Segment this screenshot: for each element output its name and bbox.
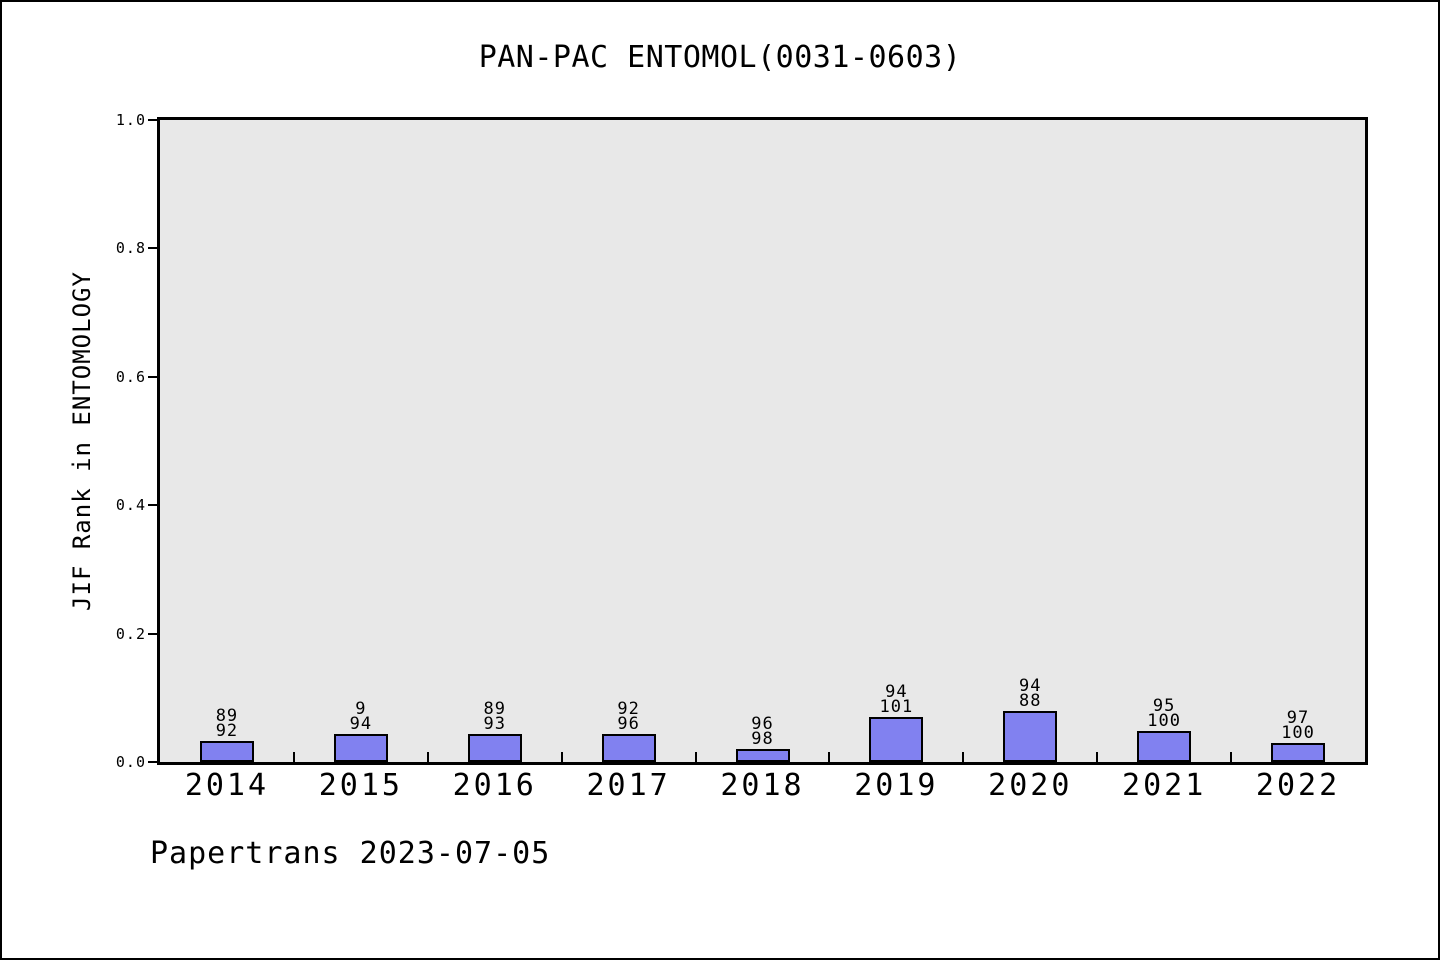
bar-value-total: 94 (349, 714, 373, 734)
x-tick-label-2018: 2018 (720, 768, 805, 803)
x-axis-minor-tick (1230, 752, 1233, 762)
bar-value-rank: 92 (617, 699, 640, 719)
x-axis-minor-tick (1096, 752, 1099, 762)
bar-value-label: 92 96 (579, 699, 679, 734)
y-axis-tick (148, 761, 160, 763)
bar-value-label: 96 98 (713, 714, 813, 749)
bar-2020 (1003, 711, 1058, 762)
y-tick-label-0.4: 0.4 (115, 496, 146, 515)
bar-value-label: 9 94 (311, 699, 411, 734)
y-tick-label-0.6: 0.6 (115, 367, 146, 386)
bar-value-label: 89 92 (177, 706, 277, 741)
y-tick-label-0.8: 0.8 (115, 239, 146, 258)
y-axis-tick (148, 375, 160, 378)
bar-value-rank: 96 (751, 714, 774, 734)
y-axis-tick (148, 504, 160, 507)
x-tick-label-2019: 2019 (854, 768, 939, 803)
x-tick-label-2016: 2016 (452, 768, 537, 803)
bar-2014 (199, 741, 254, 762)
bar-value-total: 88 (1019, 691, 1042, 711)
x-axis-minor-tick (292, 752, 295, 762)
x-axis-minor-tick (694, 752, 697, 762)
bar-value-total: 98 (751, 729, 774, 749)
bar-value-total: 100 (1281, 723, 1315, 743)
x-tick-label-2014: 2014 (184, 768, 270, 803)
bar-value-total: 92 (215, 721, 239, 741)
x-tick-label-2022: 2022 (1255, 768, 1341, 803)
bar-value-total: 93 (483, 714, 506, 734)
x-tick-label-2017: 2017 (586, 768, 671, 803)
watermark-text: Papertrans 2023-07-05 (150, 836, 551, 871)
bar-value-rank: 94 (885, 682, 908, 702)
x-axis-minor-tick (962, 752, 965, 762)
bar-2015 (333, 734, 388, 762)
bar-value-total: 96 (617, 714, 640, 734)
bar-value-rank: 89 (215, 706, 239, 726)
y-tick-label-0.0: 0.0 (115, 753, 146, 771)
bar-2018 (735, 749, 790, 762)
bar-value-rank: 97 (1286, 708, 1310, 728)
bar-2019 (869, 717, 924, 762)
y-tick-label-1.0: 1.0 (115, 111, 146, 129)
y-tick-label-0.2: 0.2 (115, 624, 146, 643)
plot-area: 89 92 9 94 89 93 92 96 96 98 94 101 94 88 95 100 97 100 (157, 117, 1368, 765)
bar-2022 (1271, 743, 1326, 762)
bar-value-total: 100 (1147, 711, 1182, 731)
y-axis-label: JIF Rank in ENTOMOLOGY (68, 271, 96, 611)
x-tick-label-2015: 2015 (318, 768, 403, 803)
bar-value-rank: 95 (1152, 696, 1176, 716)
y-axis-tick (148, 247, 160, 250)
bar-value-label: 89 93 (445, 699, 545, 734)
x-axis-minor-tick (426, 752, 429, 762)
bar-value-total: 101 (879, 697, 914, 717)
x-axis-minor-tick (560, 752, 563, 762)
y-axis-tick (148, 119, 160, 121)
bar-value-label: 97 100 (1248, 708, 1348, 743)
bar-value-label: 94 88 (980, 676, 1080, 711)
bar-2021 (1137, 731, 1192, 762)
bar-value-label: 95 100 (1114, 696, 1214, 731)
y-axis-tick (148, 632, 160, 635)
bar-2016 (467, 734, 522, 762)
bar-value-rank: 9 (355, 699, 367, 719)
bar-2017 (601, 734, 656, 762)
bar-value-label: 94 101 (846, 682, 946, 717)
x-tick-label-2021: 2021 (1122, 768, 1207, 803)
chart-title: PAN-PAC ENTOMOL(0031-0603) (478, 40, 962, 75)
bar-value-rank: 89 (483, 699, 506, 719)
x-axis-minor-tick (828, 752, 831, 762)
bar-value-rank: 94 (1019, 676, 1042, 696)
x-tick-label-2020: 2020 (988, 768, 1073, 803)
